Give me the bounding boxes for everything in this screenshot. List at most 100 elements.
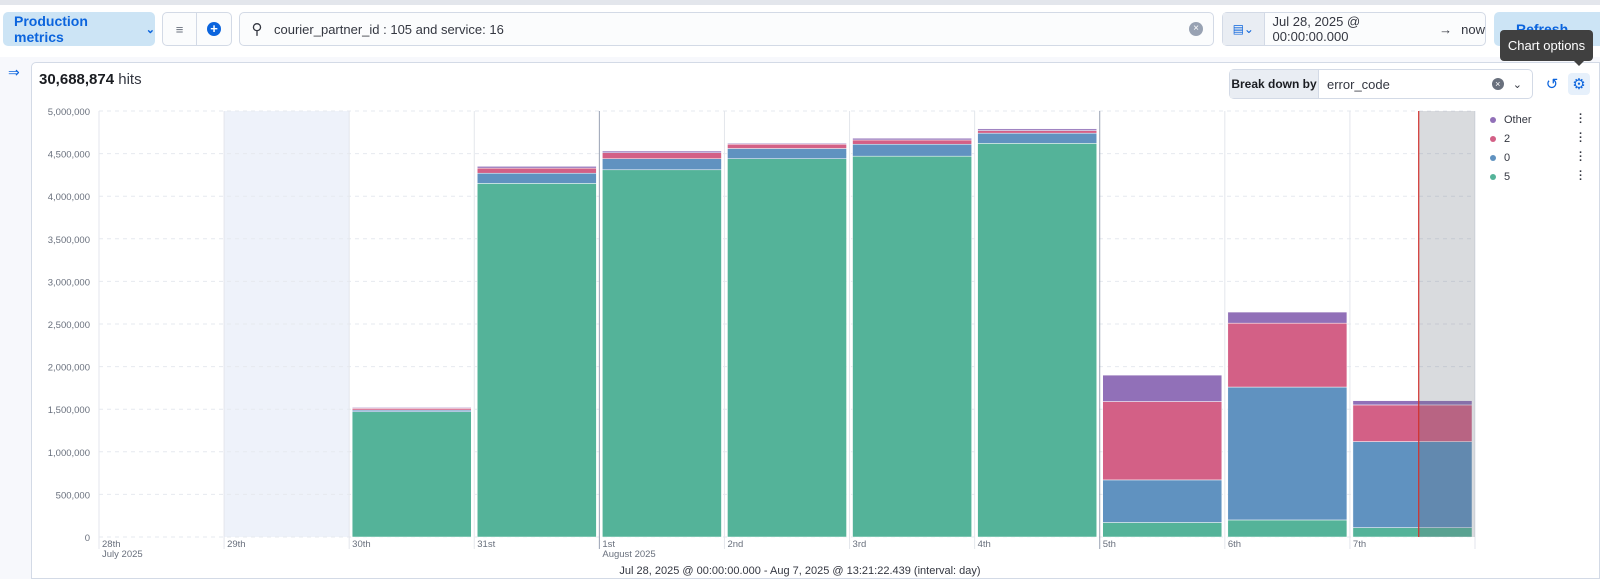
hits-label: hits — [118, 71, 142, 88]
y-tick-label: 4,000,000 — [48, 192, 90, 203]
histogram-bar[interactable] — [977, 132, 1097, 144]
x-tick-label: 31st — [477, 539, 495, 550]
histogram-bar[interactable] — [1352, 441, 1473, 528]
histogram-bar[interactable] — [727, 158, 847, 538]
histogram-bar[interactable] — [1227, 322, 1348, 388]
histogram-bar[interactable] — [1102, 479, 1223, 523]
histogram-bar[interactable] — [602, 169, 722, 538]
plus-icon: + — [207, 22, 221, 36]
clear-breakdown-icon[interactable]: × — [1491, 78, 1504, 90]
filter-button-group: ≡ + — [162, 12, 232, 46]
search-icon: ⚲ — [251, 21, 263, 38]
legend-item[interactable]: 2 · · · — [1490, 129, 1590, 148]
y-tick-label: 0 — [85, 533, 90, 544]
legend-swatch — [1490, 173, 1496, 180]
legend-swatch — [1490, 135, 1496, 142]
x-tick-label: 7th — [1353, 539, 1366, 550]
y-tick-label: 4,500,000 — [48, 150, 90, 161]
histogram-bar[interactable] — [477, 183, 597, 538]
add-filter-button[interactable]: + — [197, 13, 231, 45]
histogram-bar[interactable] — [351, 408, 472, 411]
query-text[interactable]: courier_partner_id : 105 and service: 16 — [274, 21, 504, 37]
arrow-right-icon: → — [1439, 21, 1453, 37]
histogram-bar[interactable] — [1102, 401, 1223, 481]
breakdown-field[interactable]: error_code — [1327, 76, 1390, 92]
legend-menu-icon[interactable]: · · · — [1579, 166, 1583, 186]
time-range-footer: Jul 28, 2025 @ 00:00:00.000 - Aug 7, 202… — [619, 565, 981, 577]
histogram-bar[interactable] — [602, 158, 722, 171]
legend-item[interactable]: 5 · · · — [1490, 167, 1590, 186]
histogram-bar[interactable] — [1102, 374, 1223, 402]
y-tick-label: 1,000,000 — [48, 448, 90, 459]
hits-counter: 30,688,874 hits — [39, 71, 142, 88]
y-tick-label: 2,000,000 — [48, 363, 90, 374]
y-tick-label: 5,000,000 — [48, 107, 90, 118]
legend-swatch — [1490, 154, 1496, 161]
chevron-down-icon[interactable]: ⌄ — [1512, 78, 1522, 91]
legend-item[interactable]: Other · · · — [1490, 110, 1590, 129]
legend-menu-icon[interactable]: · · · — [1579, 128, 1583, 148]
histogram-bar[interactable] — [977, 143, 1097, 538]
histogram-bar[interactable] — [852, 139, 972, 145]
x-tick-sublabel: July 2025 — [102, 549, 143, 560]
date-end[interactable]: now — [1461, 21, 1485, 37]
histogram-bar[interactable] — [727, 143, 847, 149]
filter-menu-icon[interactable]: ≡ — [163, 13, 198, 45]
histogram-bar[interactable] — [977, 128, 1097, 131]
partial-bucket-overlay — [1418, 111, 1475, 537]
gear-icon[interactable]: ⚙ — [1568, 73, 1590, 95]
clear-query-icon[interactable]: × — [1189, 22, 1203, 36]
chart-options-tooltip: Chart options — [1500, 30, 1593, 66]
histogram-bar[interactable] — [351, 407, 472, 409]
legend-label: 2 — [1504, 132, 1511, 145]
date-start[interactable]: Jul 28, 2025 @ 00:00:00.000 — [1272, 14, 1361, 44]
x-tick-label: 1st — [602, 539, 615, 550]
histogram-bar[interactable] — [852, 143, 972, 157]
y-tick-label: 2,500,000 — [48, 320, 90, 331]
y-tick-label: 3,000,000 — [48, 277, 90, 288]
x-tick-label: 3rd — [853, 539, 867, 550]
x-tick-label: 30th — [352, 539, 371, 550]
top-strip — [0, 0, 1600, 5]
legend-label: Other — [1504, 113, 1532, 126]
date-picker[interactable]: ▤⌄ Jul 28, 2025 @ 00:00:00.000 → now — [1222, 12, 1486, 46]
histogram-bar[interactable] — [602, 152, 722, 159]
query-input[interactable]: ⚲ courier_partner_id : 105 and service: … — [239, 12, 1214, 46]
histogram-bar[interactable] — [977, 130, 1097, 134]
top-toolbar: Production metrics ⌄ ≡ + ⚲ courier_partn… — [0, 5, 1600, 57]
histogram-bar[interactable] — [727, 143, 847, 145]
calendar-icon[interactable]: ▤⌄ — [1223, 13, 1265, 45]
chevron-down-icon: ⌄ — [145, 23, 155, 36]
hits-count: 30,688,874 — [39, 71, 115, 88]
histogram-bar[interactable] — [1352, 400, 1473, 406]
histogram-bar[interactable] — [477, 167, 597, 174]
x-tick-label: 2nd — [727, 539, 743, 550]
y-tick-label: 1,500,000 — [48, 405, 90, 416]
histogram-bar[interactable] — [1227, 311, 1348, 324]
legend-menu-icon[interactable]: · · · — [1579, 109, 1583, 129]
histogram-bar[interactable] — [351, 409, 472, 413]
breakdown-selector[interactable]: Break down by error_code × ⌄ — [1229, 69, 1533, 99]
histogram-bar[interactable] — [351, 411, 472, 538]
expand-sidebar-icon[interactable]: ⇒ — [8, 64, 20, 80]
histogram-bar[interactable] — [1227, 519, 1348, 538]
x-tick-label: 28th — [102, 539, 121, 550]
histogram-bar[interactable] — [852, 155, 972, 538]
refresh-chart-icon[interactable]: ↺ — [1545, 76, 1559, 93]
histogram-bar[interactable] — [1227, 386, 1348, 521]
breakdown-label: Break down by — [1230, 70, 1319, 98]
legend-menu-icon[interactable]: · · · — [1579, 147, 1583, 167]
legend-item[interactable]: 0 · · · — [1490, 148, 1590, 167]
histogram-bar[interactable] — [1102, 522, 1223, 538]
histogram-bar[interactable] — [727, 148, 847, 159]
y-tick-label: 3,500,000 — [48, 235, 90, 246]
x-tick-label: 6th — [1228, 539, 1241, 550]
histogram-bar[interactable] — [602, 150, 722, 153]
histogram-bar[interactable] — [477, 166, 597, 169]
y-tick-label: 500,000 — [56, 490, 90, 501]
histogram-bar[interactable] — [852, 138, 972, 141]
histogram-bar[interactable] — [477, 172, 597, 184]
histogram-bar[interactable] — [1352, 404, 1473, 442]
dataview-picker-button[interactable]: Production metrics ⌄ — [3, 12, 155, 46]
